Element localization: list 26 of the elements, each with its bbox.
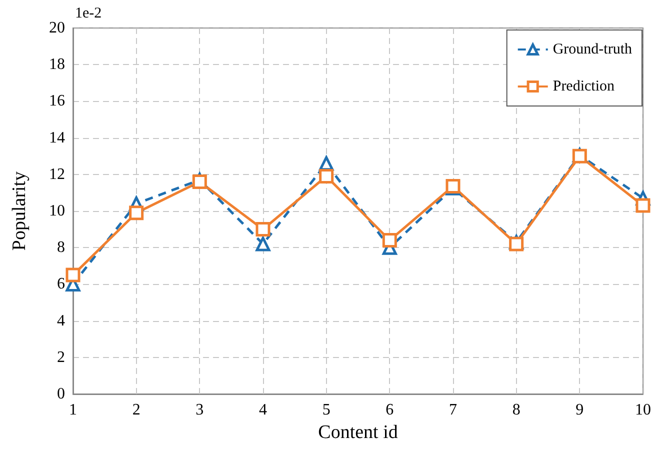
y-tick-label: 4	[57, 312, 65, 330]
x-tick-label: 7	[449, 402, 457, 418]
y-tick-label: 14	[49, 129, 65, 146]
y-tick-label: 20	[49, 20, 65, 36]
y-tick-label: 18	[49, 56, 65, 74]
x-tick-label: 10	[635, 402, 651, 418]
y-tick-label: 16	[49, 92, 65, 110]
y-tick-label: 8	[57, 239, 65, 256]
x-tick-label: 4	[259, 402, 267, 418]
legend-label: Prediction	[552, 78, 616, 94]
y-tick-label: 10	[49, 202, 65, 220]
legend-label: Ground-truth	[552, 42, 632, 58]
x-tick-label: 8	[512, 402, 520, 418]
x-tick-label: 1	[69, 402, 77, 418]
x-axis-title: Content id	[318, 422, 398, 443]
text: 1e-2	[75, 6, 102, 22]
x-tick-label: 9	[576, 402, 584, 418]
x-tick-label: 3	[196, 402, 204, 418]
y-axis-title: Popularity	[9, 170, 30, 251]
y-tick-label: 0	[57, 386, 65, 402]
y-tick-label: 2	[57, 348, 65, 366]
y-tick-label: 6	[57, 276, 65, 293]
x-tick-label: 6	[386, 402, 394, 418]
y-tick-label: 12	[49, 166, 65, 183]
x-tick-label: 5	[322, 402, 330, 418]
x-tick-label: 2	[132, 402, 140, 418]
